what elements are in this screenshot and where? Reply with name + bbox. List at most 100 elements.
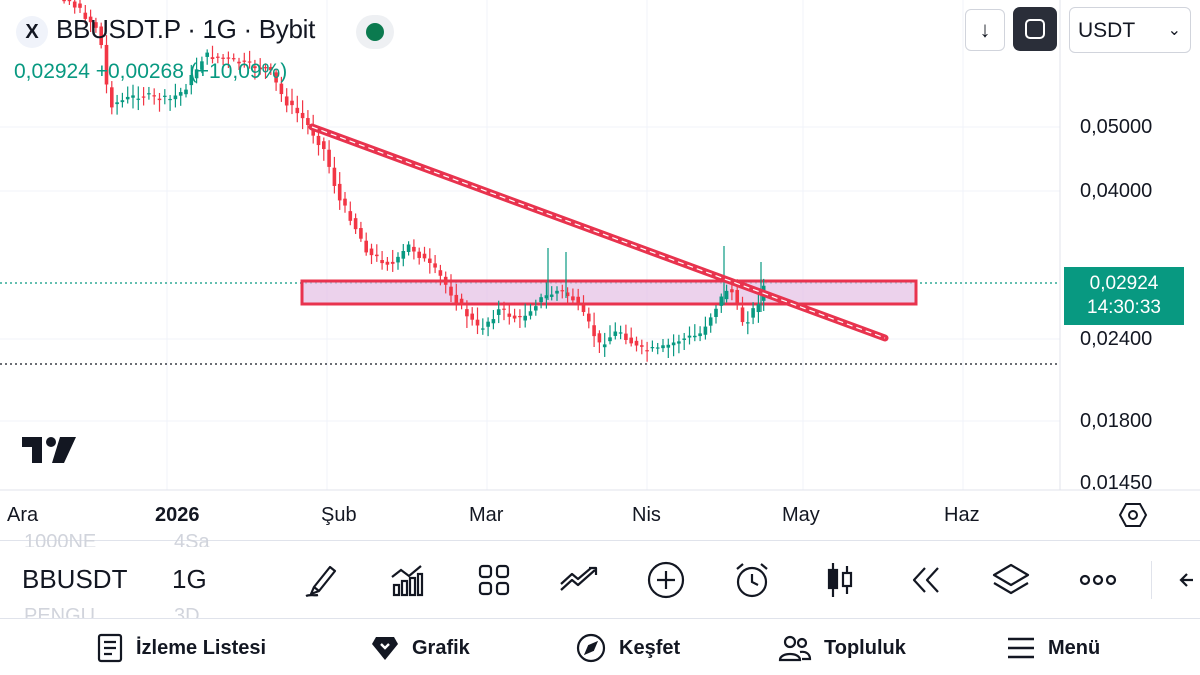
time-axis-label: Şub: [321, 504, 357, 526]
candle-body: [253, 66, 257, 69]
candle-body: [539, 297, 543, 303]
candle-body: [72, 1, 77, 8]
nav-label: Grafik: [412, 636, 470, 659]
collapse-toolbar-button[interactable]: [1170, 559, 1200, 601]
more-button[interactable]: [1077, 559, 1119, 601]
candle-body: [751, 308, 755, 318]
candle-type-icon: [827, 563, 853, 597]
candle-body: [401, 251, 406, 259]
candle-body: [163, 95, 167, 97]
candle-body: [237, 61, 241, 64]
candle-body: [719, 296, 724, 306]
currency-select[interactable]: USDT ⌄: [1069, 7, 1191, 53]
candle-body: [194, 69, 199, 79]
candle-body: [157, 98, 162, 101]
candle-body: [465, 309, 469, 317]
nav-label: Keşfet: [619, 636, 681, 659]
candle-body: [449, 286, 453, 296]
candle-body: [592, 325, 596, 337]
hexagon-settings-icon: [1118, 503, 1148, 527]
candle-body: [337, 183, 342, 201]
drawing-tools-button[interactable]: [300, 559, 342, 601]
nav-label: İzleme Listesi: [136, 636, 267, 659]
chart-type-button[interactable]: [819, 559, 861, 601]
candle-body: [110, 87, 114, 108]
candle-body: [714, 308, 718, 317]
indicators-button[interactable]: [386, 559, 428, 601]
tradingview-logo-icon: [22, 437, 76, 463]
candle-body: [671, 342, 676, 346]
price-change-line: 0,02924 +0,00268 (+10,09%): [14, 60, 288, 83]
current-price-value: 0,02924: [1089, 273, 1159, 294]
nav-chart[interactable]: Grafik: [370, 631, 470, 665]
candle-body: [279, 83, 284, 95]
exchange-logo[interactable]: X: [16, 16, 48, 48]
scroll-down-button[interactable]: ↓: [965, 9, 1005, 51]
add-button[interactable]: [645, 559, 687, 601]
candle-body: [571, 296, 575, 301]
toolbar-symbol[interactable]: BBUSDT: [22, 564, 128, 594]
candle-body: [412, 246, 416, 252]
chart-settings-button[interactable]: [1116, 500, 1150, 530]
nav-explore[interactable]: Keşfet: [575, 631, 680, 665]
candle-body: [693, 335, 697, 338]
compare-button[interactable]: [558, 559, 600, 601]
candle-body: [369, 248, 374, 256]
candle-body: [650, 347, 655, 349]
candle-body: [348, 211, 353, 221]
candle-body: [406, 244, 411, 252]
price-axis-label: 0,02400: [1080, 328, 1153, 350]
alert-button[interactable]: [731, 559, 773, 601]
candle-body: [624, 333, 628, 340]
candle-body: [534, 306, 538, 311]
candle-body: [740, 307, 745, 323]
candle-body: [544, 295, 549, 299]
price-axis-label: 0,05000: [1080, 116, 1153, 138]
nav-community[interactable]: Topluluk: [778, 631, 906, 665]
candle-body: [78, 3, 82, 8]
candle-body: [417, 251, 421, 258]
chart-area[interactable]: X BBUSDT.P · 1G · Bybit 0,02924 +0,00268…: [0, 0, 1200, 540]
toolbar-interval[interactable]: 1G: [172, 564, 207, 594]
candle-body: [141, 96, 146, 98]
candle-body: [443, 276, 448, 285]
candle-body: [475, 319, 480, 326]
candle-body: [274, 72, 278, 83]
candle-body: [263, 67, 268, 69]
candle-body: [242, 60, 247, 62]
candle-body: [608, 337, 612, 342]
candle-body: [83, 12, 88, 19]
bar-countdown: 14:30:33: [1087, 297, 1161, 318]
candle-body: [115, 102, 119, 105]
layout-button[interactable]: [473, 559, 515, 601]
candle-body: [390, 261, 395, 264]
candle-body: [88, 16, 93, 23]
candle-body: [470, 313, 474, 320]
candle-body: [359, 228, 363, 239]
nav-menu[interactable]: Menü: [1006, 631, 1100, 665]
chart-canvas[interactable]: [0, 0, 1200, 540]
candle-body: [491, 319, 496, 324]
price-axis-label: 0,01450: [1080, 472, 1153, 490]
compass-icon: [576, 633, 606, 663]
candle-body: [454, 294, 459, 304]
price-axis[interactable]: 0,05000 0,04000 0,02400 0,01800 0,01450: [1060, 100, 1200, 490]
fullscreen-button[interactable]: [1013, 7, 1057, 51]
object-tree-button[interactable]: [990, 559, 1032, 601]
nav-watchlist[interactable]: İzleme Listesi: [96, 631, 266, 665]
candle-body: [295, 107, 300, 114]
ghost-symbol: 1000NE: [24, 531, 97, 547]
candle-body: [576, 296, 580, 304]
currency-value: USDT: [1078, 19, 1136, 42]
candle-body: [502, 308, 506, 310]
replay-button[interactable]: [904, 559, 946, 601]
symbol-title[interactable]: BBUSDT.P · 1G · Bybit: [56, 14, 316, 44]
candle-body: [703, 326, 708, 335]
candle-body: [131, 95, 135, 98]
layers-icon: [992, 563, 1030, 595]
chart-icon: [372, 637, 398, 660]
candle-body: [634, 340, 639, 346]
time-axis[interactable]: Ara 2026 Şub Mar Nis May Haz: [0, 490, 1200, 538]
candle-body: [433, 263, 437, 268]
candle-body: [587, 313, 591, 322]
